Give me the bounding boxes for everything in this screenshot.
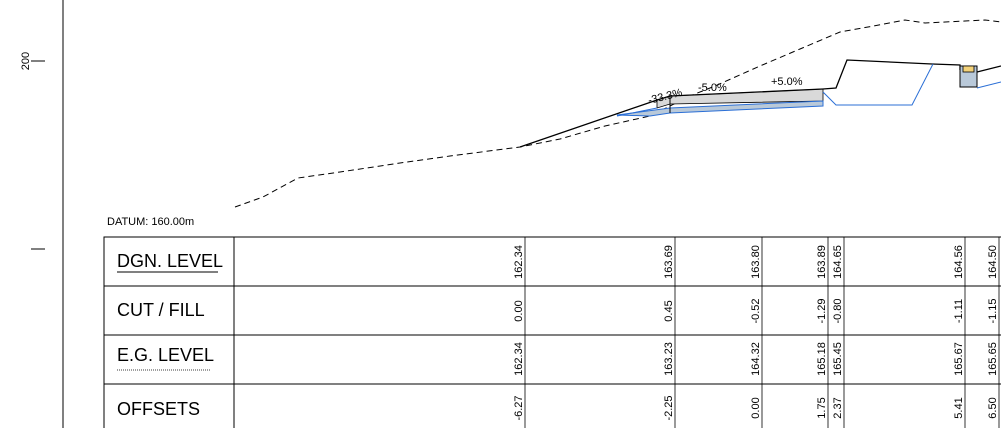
scale-tick-label: 200 xyxy=(20,52,32,70)
cell-cut-fill: -1.11 xyxy=(953,299,965,323)
cell-dgn-level: 164.50 xyxy=(987,245,999,279)
cell-dgn-level: 162.34 xyxy=(513,245,525,279)
table-frame xyxy=(103,236,1001,428)
cell-offsets: 2.37 xyxy=(832,397,844,418)
cell-eg-level: 165.65 xyxy=(987,342,999,376)
cell-eg-level: 162.34 xyxy=(513,342,525,376)
cell-dgn-level: 163.69 xyxy=(663,245,675,279)
cell-eg-level: 165.45 xyxy=(832,342,844,376)
cell-dgn-level: 163.89 xyxy=(816,245,828,279)
cell-dgn-level: 163.80 xyxy=(750,245,762,279)
right-surface-line xyxy=(976,65,1001,73)
cell-dgn-level: 164.56 xyxy=(953,245,965,279)
drain-structure-top xyxy=(962,65,975,73)
cell-offsets: -2.25 xyxy=(663,395,675,420)
cell-eg-level: 165.67 xyxy=(953,342,965,376)
cut-batter-line xyxy=(822,59,961,90)
table-columns: 162.34 0.00 162.34 -6.27 163.69 0.45 163.23 -2.… xyxy=(513,237,1000,428)
cell-cut-fill: 0.00 xyxy=(513,300,525,321)
cell-cut-fill: -0.52 xyxy=(750,298,762,323)
cell-cut-fill: -1.15 xyxy=(987,298,999,323)
cell-dgn-level: 164.65 xyxy=(832,245,844,279)
section-data-table: DGN. LEVEL CUT / FILL E.G. LEVEL OFFSETS… xyxy=(103,236,1001,428)
grade-label-3: +5.0% xyxy=(771,76,803,88)
cell-cut-fill: -1.29 xyxy=(816,298,828,323)
row-label-cut-fill: CUT / FILL xyxy=(117,300,205,320)
subgrade-slope-blue xyxy=(616,107,658,117)
grade-label-2: -5.0% xyxy=(698,82,727,94)
batter-slope-line xyxy=(519,99,658,148)
cell-offsets: 6.50 xyxy=(987,397,999,418)
cell-offsets: 5.41 xyxy=(953,397,965,418)
cell-eg-level: 165.18 xyxy=(816,342,828,376)
cell-cut-fill: 0.45 xyxy=(663,300,675,321)
cell-offsets: -6.27 xyxy=(513,395,525,420)
cut-subgrade-blue xyxy=(822,63,934,106)
cell-eg-level: 163.23 xyxy=(663,342,675,376)
design-section xyxy=(519,59,1001,148)
cell-cut-fill: -0.80 xyxy=(832,298,844,323)
cell-offsets: 0.00 xyxy=(750,397,762,418)
row-label-offsets: OFFSETS xyxy=(117,399,200,419)
road-surface-line xyxy=(656,88,824,101)
datum-label: DATUM: 160.00m xyxy=(107,216,194,228)
right-subgrade-blue xyxy=(976,81,1001,89)
row-label-dgn-level: DGN. LEVEL xyxy=(117,251,223,271)
cell-eg-level: 164.32 xyxy=(750,342,762,376)
vertical-scale: 200 xyxy=(20,0,64,428)
row-label-eg-level: E.G. LEVEL xyxy=(117,345,214,365)
cell-offsets: 1.75 xyxy=(816,397,828,418)
